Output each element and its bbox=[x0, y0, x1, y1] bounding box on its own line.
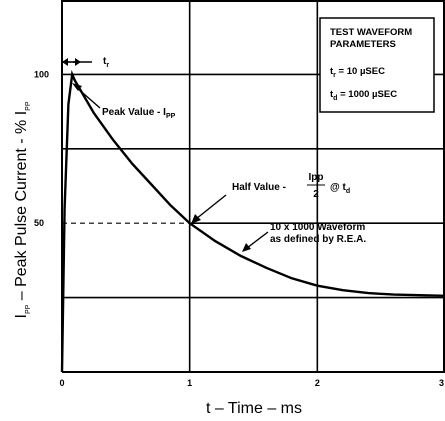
waveform-annotation: 10 x 1000 Waveform as defined by R.E.A. bbox=[242, 222, 366, 252]
series-waveform-line bbox=[60, 69, 445, 373]
half-value-prefix: Half Value - bbox=[232, 182, 286, 193]
x-tick-2: 2 bbox=[315, 378, 320, 388]
half-arrow-head bbox=[191, 214, 201, 224]
peak-arrow-head bbox=[72, 83, 82, 91]
x-tick-0: 0 bbox=[59, 378, 64, 388]
y-axis-label: IPP – Peak Pulse Current - % IPP bbox=[13, 101, 32, 318]
waveform-line2: as defined by R.E.A. bbox=[270, 234, 366, 245]
half-value-annotation: Half Value - Ipp 2 @ td bbox=[191, 172, 350, 224]
waveform-arrow-head bbox=[242, 243, 251, 252]
half-value-denominator: 2 bbox=[313, 189, 319, 200]
y-tick-100: 100 bbox=[34, 69, 49, 79]
parameter-td: td = 1000 µSEC bbox=[330, 89, 397, 102]
waveform-arrow-line bbox=[246, 231, 269, 249]
half-value-suffix: @ td bbox=[330, 182, 350, 195]
test-parameters-box: TEST WAVEFORM PARAMETERS tr = 10 µSEC td… bbox=[319, 17, 435, 113]
x-axis-label: t – Time – ms bbox=[206, 400, 302, 417]
tr-marker-right-arrow bbox=[75, 58, 81, 66]
waveform-line1: 10 x 1000 Waveform bbox=[270, 222, 365, 233]
rise-time-marker: tr bbox=[62, 56, 109, 69]
parameters-title-2: PARAMETERS bbox=[330, 39, 396, 50]
tr-marker-left-arrow bbox=[62, 58, 68, 66]
peak-value-label: Peak Value - IPP bbox=[102, 107, 176, 120]
y-tick-50: 50 bbox=[34, 218, 44, 228]
x-tick-labels: 0 1 2 3 bbox=[59, 378, 444, 388]
peak-value-annotation: Peak Value - IPP bbox=[72, 83, 176, 120]
x-tick-3: 3 bbox=[439, 378, 444, 388]
tr-label: tr bbox=[103, 56, 109, 69]
x-tick-1: 1 bbox=[187, 378, 192, 388]
half-value-numerator: Ipp bbox=[309, 172, 324, 183]
y-tick-labels: 50 100 bbox=[34, 69, 49, 228]
peak-arrow-line bbox=[75, 86, 101, 109]
grid-lines bbox=[61, 0, 445, 373]
parameters-box-frame bbox=[319, 17, 435, 113]
parameters-title-1: TEST WAVEFORM bbox=[330, 27, 412, 38]
parameter-tr: tr = 10 µSEC bbox=[330, 66, 385, 79]
half-arrow-line bbox=[195, 194, 227, 220]
